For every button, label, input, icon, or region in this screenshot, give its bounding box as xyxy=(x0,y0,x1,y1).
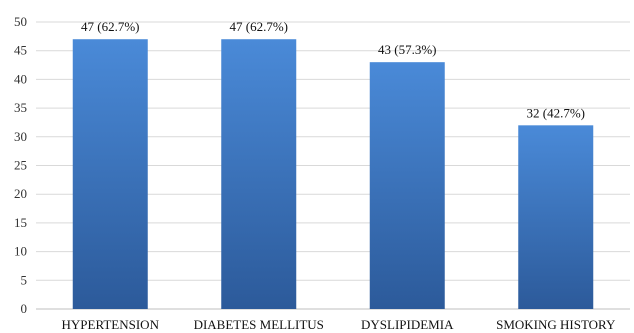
y-tick-label: 50 xyxy=(14,14,27,29)
bar-dyslipidemia xyxy=(369,62,445,310)
y-tick-label: 40 xyxy=(14,71,27,86)
y-tick-label: 20 xyxy=(14,186,27,201)
data-label: 43 (57.3%) xyxy=(378,42,437,57)
bar-hypertension xyxy=(72,39,148,309)
category-label: SMOKING HISTORY xyxy=(496,317,616,332)
y-tick-label: 30 xyxy=(14,129,27,144)
data-label: 47 (62.7%) xyxy=(230,19,289,34)
y-tick-label: 35 xyxy=(14,100,27,115)
y-tick-label: 0 xyxy=(21,301,28,316)
bar-smoking-history xyxy=(518,125,594,309)
data-label: 47 (62.7%) xyxy=(81,19,140,34)
category-label: DYSLIPIDEMIA xyxy=(361,317,454,332)
y-tick-label: 15 xyxy=(14,215,27,230)
data-labels: 47 (62.7%) 47 (62.7%) 43 (57.3%) 32 (42.7%) xyxy=(81,19,585,120)
y-tick-label: 45 xyxy=(14,43,27,58)
category-label: HYPERTENSION xyxy=(62,317,160,332)
data-label: 32 (42.7%) xyxy=(527,105,586,120)
y-tick-label: 25 xyxy=(14,158,27,173)
y-axis-ticks: 0 5 10 15 20 25 30 35 40 45 50 xyxy=(14,14,27,316)
y-tick-label: 5 xyxy=(21,272,28,287)
category-label: DIABETES MELLITUS xyxy=(194,317,324,332)
y-tick-label: 10 xyxy=(14,244,27,259)
bars xyxy=(72,39,594,310)
bar-diabetes-mellitus xyxy=(221,39,297,309)
category-labels: HYPERTENSION DIABETES MELLITUS DYSLIPIDEMI… xyxy=(62,317,616,332)
